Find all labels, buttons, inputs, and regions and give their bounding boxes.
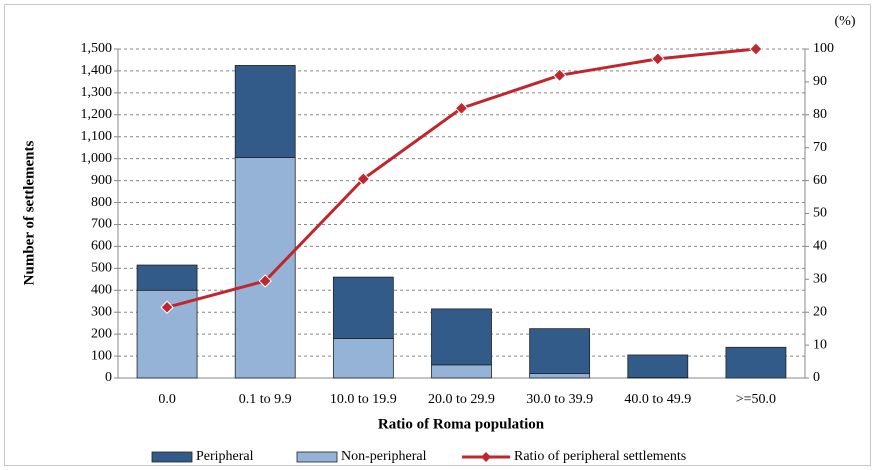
marker <box>160 300 174 314</box>
y-tick-label: 500 <box>91 261 112 276</box>
bar <box>332 276 394 339</box>
bar <box>627 354 689 378</box>
y2-tick-label: 30 <box>813 272 827 287</box>
y2-tick-label: 100 <box>813 41 834 56</box>
y-tick-label: 1,200 <box>81 107 113 122</box>
y2-tick-label: 80 <box>813 107 827 122</box>
y2-tick-label: 0 <box>813 370 820 385</box>
y-tick-label: 1,300 <box>81 85 113 100</box>
bar <box>529 328 591 375</box>
y2-tick-label: 40 <box>813 239 827 254</box>
y-tick-label: 1,400 <box>81 63 113 78</box>
y-tick-label: 1,000 <box>81 151 113 166</box>
legend-label: Non-peripheral <box>341 449 427 464</box>
bar <box>529 373 591 379</box>
x-tick-label: 0.1 to 9.9 <box>239 392 292 407</box>
y2-tick-label: 50 <box>813 206 827 221</box>
y2-tick-label: 90 <box>813 74 827 89</box>
marker <box>651 52 665 66</box>
y2-tick-label: 10 <box>813 337 827 352</box>
y-tick-label: 700 <box>91 217 112 232</box>
marker <box>552 68 567 83</box>
marker <box>454 101 469 115</box>
chart-border <box>4 4 871 466</box>
y-tick-label: 300 <box>91 304 112 319</box>
legend-swatch-marker <box>481 452 491 462</box>
y2-tick-label: 20 <box>813 304 827 319</box>
x-tick-label: >=50.0 <box>736 392 776 407</box>
legend-swatch <box>151 451 193 463</box>
y-axis-title: Number of settlements <box>21 140 37 285</box>
y2-axis-label: (%) <box>835 14 856 29</box>
bar <box>234 157 296 379</box>
x-tick-label: 20.0 to 29.9 <box>428 392 495 407</box>
y-tick-label: 0 <box>105 370 112 385</box>
y-tick-label: 200 <box>91 326 112 341</box>
y2-tick-label: 70 <box>813 140 827 155</box>
bar <box>332 338 394 379</box>
x-tick-label: 10.0 to 19.9 <box>330 392 397 407</box>
y-tick-label: 1,100 <box>81 129 113 144</box>
y-tick-label: 900 <box>91 173 112 188</box>
bar <box>431 308 492 366</box>
marker <box>258 274 272 288</box>
x-tick-label: 0.0 <box>158 392 176 407</box>
x-tick-label: 30.0 to 39.9 <box>526 392 593 407</box>
y-tick-label: 1,500 <box>81 41 113 56</box>
marker <box>356 172 371 186</box>
bar <box>431 364 492 379</box>
legend-label: Ratio of peripheral settlements <box>514 449 686 464</box>
legend-swatch <box>296 451 338 463</box>
bar <box>725 346 787 379</box>
y-tick-label: 600 <box>91 239 112 254</box>
y-tick-label: 800 <box>91 195 112 210</box>
bar <box>234 65 296 158</box>
x-tick-label: 40.0 to 49.9 <box>624 392 691 407</box>
y-tick-label: 400 <box>91 282 112 297</box>
marker <box>749 42 763 56</box>
legend-label: Peripheral <box>196 449 254 464</box>
bar <box>136 264 198 291</box>
x-axis-title: Ratio of Roma population <box>378 416 545 432</box>
y-tick-label: 100 <box>91 348 112 363</box>
y2-tick-label: 60 <box>813 173 827 188</box>
